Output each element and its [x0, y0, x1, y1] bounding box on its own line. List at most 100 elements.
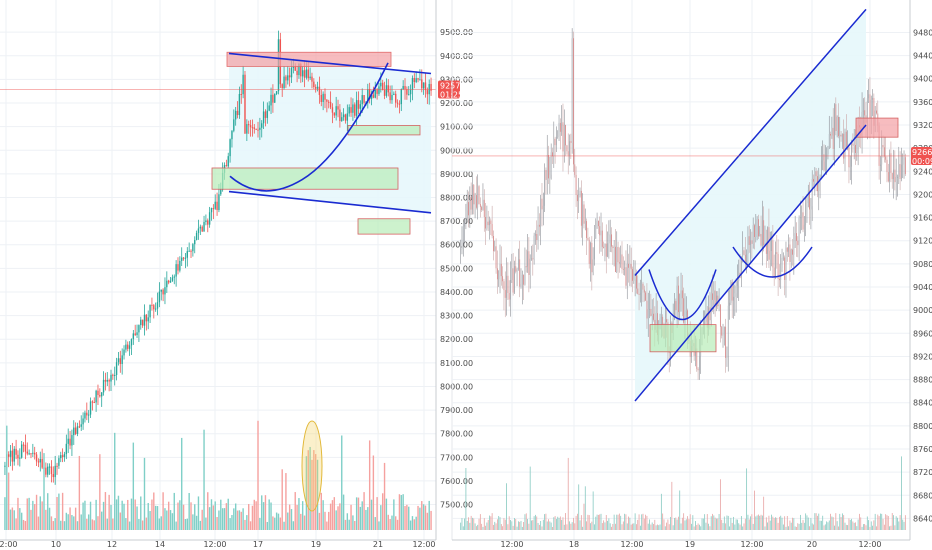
left-volume-bar	[26, 498, 28, 530]
left-volume-bar	[348, 519, 350, 530]
left-candle	[421, 79, 423, 89]
right-volume-bar	[834, 525, 835, 530]
left-candle	[9, 450, 12, 457]
right-candle	[887, 172, 889, 182]
right-candle	[594, 238, 595, 260]
left-volume-bar	[41, 501, 43, 530]
right-candle	[676, 285, 678, 311]
left-candle	[138, 325, 140, 333]
right-candle	[841, 133, 843, 137]
left-volume-bar	[359, 506, 362, 530]
right-volume-bar	[759, 515, 761, 530]
left-candle	[335, 106, 337, 116]
right-candle	[873, 98, 875, 126]
right-volume-bar	[785, 526, 787, 530]
right-candle	[490, 220, 492, 225]
right-candle	[528, 251, 530, 275]
left-candle	[225, 165, 228, 167]
right-candle	[802, 212, 804, 230]
right-volume-bar	[582, 526, 584, 530]
right-volume-bar	[735, 519, 737, 530]
right-x-tick-label: 12:00	[858, 540, 881, 549]
left-x-tick-label: 12:00	[412, 540, 435, 549]
right-candle	[536, 234, 538, 240]
right-candle	[553, 138, 555, 157]
left-volume-bar	[264, 495, 267, 530]
right-candle	[469, 196, 471, 216]
left-upper-trendline	[228, 52, 432, 75]
right-candle	[835, 104, 837, 131]
left-y-tick-label: 9100.00	[440, 123, 473, 132]
left-volume-bar	[331, 500, 334, 530]
left-candle	[145, 314, 148, 322]
left-volume-bar	[30, 509, 32, 530]
left-volume-bar	[22, 519, 25, 530]
right-volume-bar	[613, 514, 615, 530]
right-volume-bar	[878, 516, 880, 530]
right-y-tick-label: 9000.00	[913, 306, 932, 315]
left-volume-bar	[417, 505, 419, 530]
left-candle	[359, 104, 362, 109]
left-volume-bar	[60, 520, 62, 530]
right-volume-bar	[903, 521, 905, 530]
left-candle	[132, 333, 135, 340]
right-candle	[615, 246, 616, 272]
left-candle	[233, 119, 235, 131]
left-volume-bar	[201, 509, 203, 530]
left-candle	[255, 128, 257, 130]
left-candle	[236, 110, 239, 116]
right-rounding-bottom-curve	[648, 269, 717, 320]
right-volume-bar	[479, 514, 481, 530]
right-volume-bar	[654, 519, 656, 530]
left-candle	[102, 379, 105, 393]
right-candle	[776, 252, 778, 254]
right-candle	[466, 202, 468, 211]
right-volume-bar	[587, 514, 589, 530]
right-candle	[569, 141, 570, 156]
left-candle	[283, 76, 285, 89]
right-volume-bar	[873, 520, 875, 530]
right-candle	[632, 269, 633, 281]
right-volume-bar	[607, 520, 608, 530]
right-candle	[524, 266, 526, 285]
left-candle	[141, 319, 144, 326]
right-candle	[712, 293, 713, 300]
right-candle	[901, 164, 902, 179]
right-y-tick-label: 8840.00	[913, 399, 932, 408]
right-volume-bar	[841, 513, 843, 530]
right-candle	[713, 290, 715, 300]
right-candle	[735, 285, 737, 294]
left-volume-bar	[363, 492, 365, 530]
right-candle	[556, 136, 557, 146]
right-candle	[755, 226, 757, 238]
left-volume-bar	[212, 505, 215, 530]
right-volume-bar	[612, 523, 614, 530]
left-volume-bar	[181, 437, 183, 530]
right-volume-bar	[760, 514, 762, 530]
left-volume-bar	[153, 492, 155, 530]
right-volume-bar	[881, 513, 883, 530]
right-candle	[510, 280, 511, 300]
left-volume-bar	[186, 518, 188, 530]
right-volume-bar	[701, 518, 703, 530]
left-volume-bar	[355, 497, 358, 530]
left-candle	[370, 94, 373, 100]
left-volume-bar	[82, 502, 84, 530]
right-candle	[684, 311, 686, 323]
right-candle	[515, 266, 517, 272]
left-candle	[184, 257, 187, 259]
right-candle	[798, 218, 800, 246]
left-candle	[242, 74, 244, 95]
left-candle	[378, 86, 380, 94]
right-volume-bar	[645, 514, 647, 530]
right-candle	[790, 249, 792, 263]
left-candle	[87, 414, 90, 416]
right-candle	[545, 170, 547, 180]
left-volume-bar	[367, 507, 369, 530]
left-volume-bar	[20, 512, 23, 530]
left-volume-bar	[28, 497, 30, 530]
left-volume-bar	[110, 504, 112, 530]
left-volume-bar	[132, 442, 135, 530]
right-volume-bar	[675, 517, 677, 530]
right-candle	[779, 278, 780, 281]
